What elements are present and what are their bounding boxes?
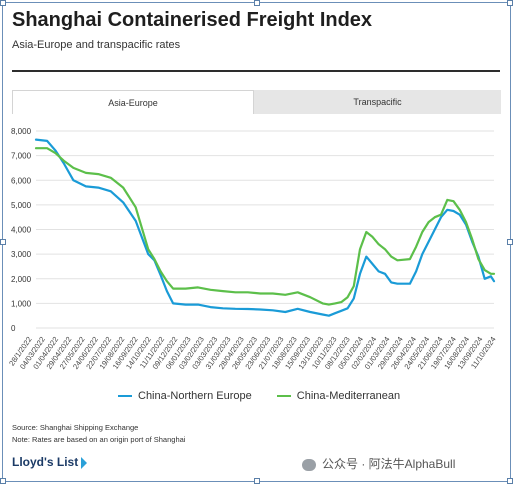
resize-handle-top-left[interactable]: [0, 0, 6, 6]
y-tick-label: 6,000: [11, 176, 32, 185]
y-tick-label: 5,000: [11, 201, 32, 210]
chart-legend: China-Northern Europe China-Mediterranea…: [118, 390, 422, 402]
y-tick-label: 1,000: [11, 299, 32, 308]
resize-handle-top-center[interactable]: [254, 0, 260, 6]
chart-title: Shanghai Containerised Freight Index: [12, 9, 373, 31]
brand-name: Lloyd's List: [12, 455, 79, 469]
title-divider: [12, 70, 500, 72]
y-tick-label: 3,000: [11, 250, 32, 259]
watermark-text: 公众号 · 阿法牛AlphaBull: [322, 457, 456, 471]
resize-handle-middle-left[interactable]: [0, 239, 6, 245]
legend-label-mediterranean: China-Mediterranean: [296, 390, 401, 402]
source-text: Source: Shanghai Shipping Exchange: [12, 423, 139, 432]
wechat-icon: [302, 458, 316, 471]
wechat-watermark: 公众号 · 阿法牛AlphaBull: [302, 455, 455, 472]
tab-asia-europe[interactable]: Asia-Europe: [12, 90, 254, 114]
y-tick-label: 4,000: [11, 226, 32, 235]
lloyds-list-logo: Lloyd's List: [12, 455, 88, 469]
series-line-northern-europe: [34, 138, 496, 317]
y-tick-label: 2,000: [11, 275, 32, 284]
chart-subtitle: Asia-Europe and transpacific rates: [12, 39, 181, 51]
y-tick-label: 8,000: [11, 127, 32, 136]
tab-transpacific[interactable]: Transpacific: [254, 90, 501, 114]
resize-handle-top-right[interactable]: [507, 0, 513, 6]
y-tick-label: 7,000: [11, 152, 32, 161]
brand-mark-icon: [81, 456, 88, 469]
legend-swatch-mediterranean: [276, 395, 291, 398]
legend-swatch-northern-europe: [118, 395, 132, 398]
resize-handle-middle-right[interactable]: [507, 239, 513, 245]
resize-handle-bottom-center[interactable]: [254, 478, 260, 484]
legend-item-northern-europe[interactable]: China-Northern Europe: [118, 390, 252, 402]
tab-bar: Asia-Europe Transpacific: [12, 90, 501, 114]
y-tick-label: 0: [11, 324, 16, 333]
resize-handle-bottom-left[interactable]: [0, 478, 6, 484]
legend-item-mediterranean[interactable]: China-Mediterranean: [276, 390, 401, 402]
resize-handle-bottom-right[interactable]: [507, 478, 513, 484]
legend-label-northern-europe: China-Northern Europe: [138, 390, 252, 402]
note-text: Note: Rates are based on an origin port …: [12, 435, 186, 444]
series-line-mediterranean: [34, 147, 496, 306]
